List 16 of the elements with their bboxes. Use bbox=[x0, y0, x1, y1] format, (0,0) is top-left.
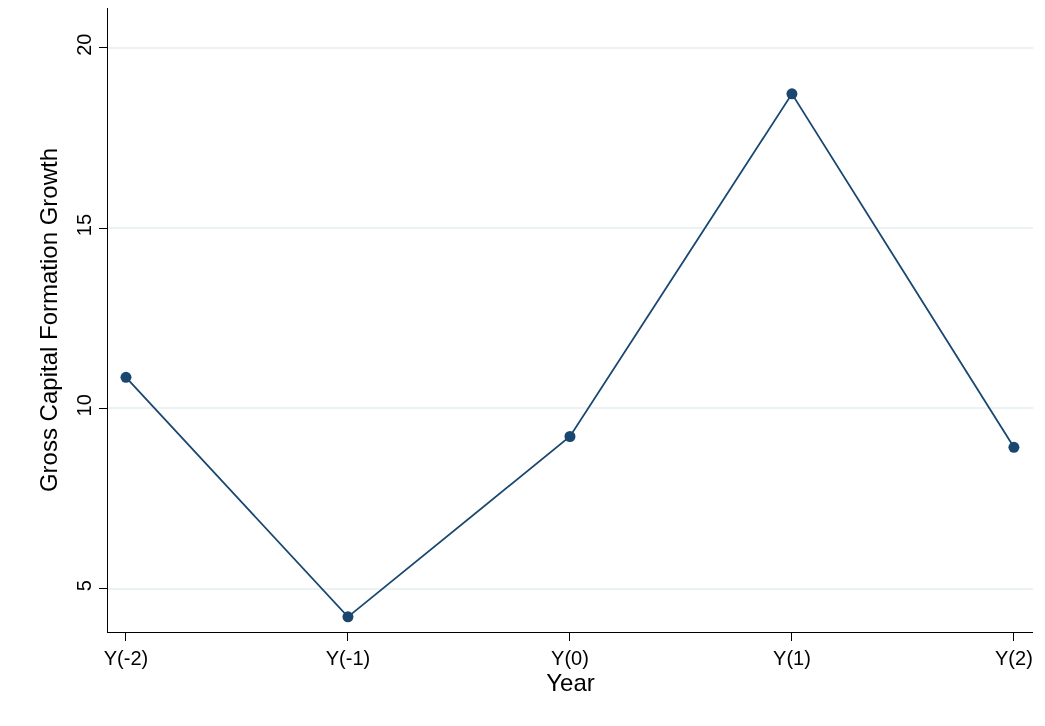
x-tick-label: Y(-2) bbox=[103, 647, 149, 669]
x-tick-label: Y(2) bbox=[995, 647, 1033, 669]
x-tick-label: Y(0) bbox=[551, 647, 589, 669]
x-axis-title: Year bbox=[546, 669, 595, 696]
y-axis-title: Gross Capital Formation Growth bbox=[35, 147, 63, 493]
point bbox=[786, 88, 798, 100]
point bbox=[564, 431, 576, 442]
y-tick-label: 15 bbox=[73, 213, 95, 237]
point bbox=[342, 611, 354, 623]
x-tick-label: Y(-1) bbox=[325, 647, 371, 669]
y-tick-label: 20 bbox=[73, 33, 95, 56]
y-tick-label: 10 bbox=[73, 394, 95, 417]
x-tick-label: Y(1) bbox=[773, 647, 811, 669]
point bbox=[120, 371, 132, 383]
point bbox=[1008, 441, 1020, 453]
y-tick-label: 5 bbox=[73, 580, 95, 592]
